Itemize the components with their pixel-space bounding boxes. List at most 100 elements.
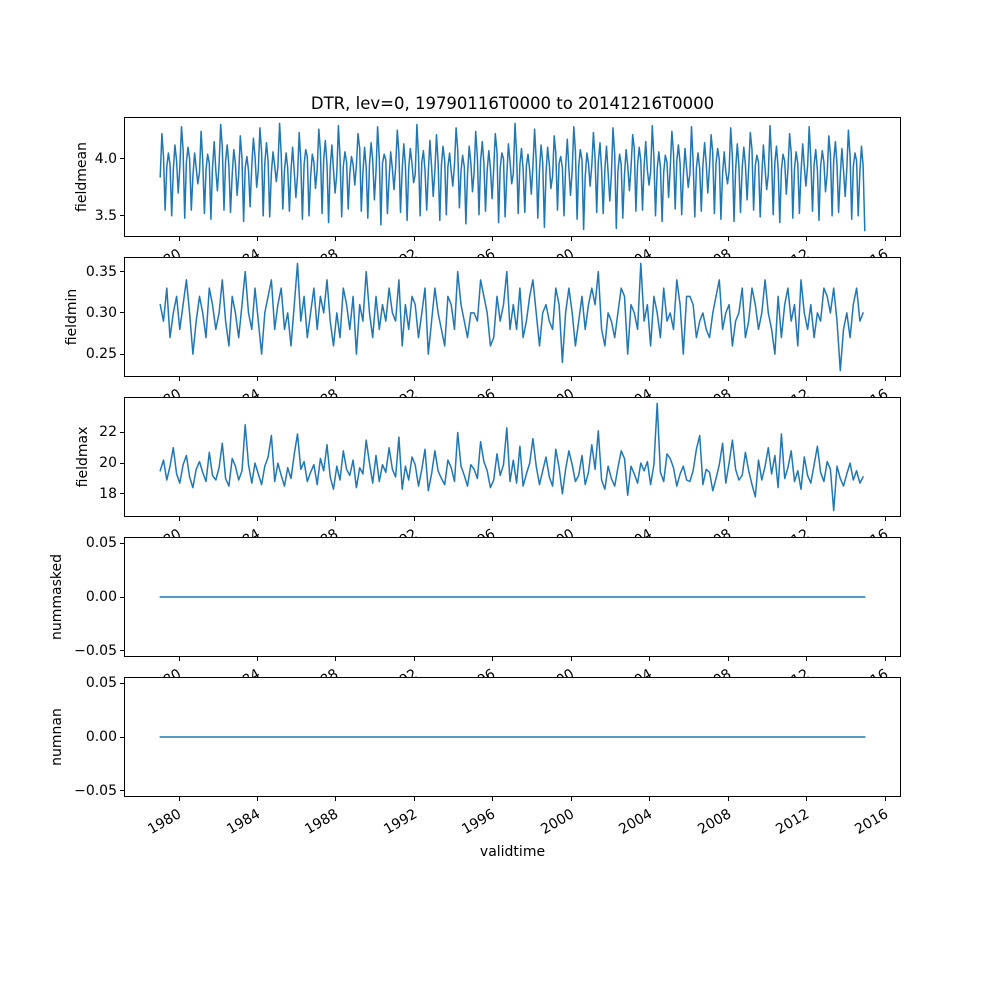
x-tick-mark: [649, 237, 651, 241]
y-axis-label-numnan: numnan: [49, 708, 65, 766]
x-axis-label: validtime: [479, 844, 546, 860]
x-tick-mark: [570, 377, 572, 381]
axes-numnan: numnan 0.05 0.00 −0.05 1980 1984 1988 1992 1996…: [49, 676, 901, 838]
axes-fieldmin: fieldmin 0.350.300.251980198419881992199…: [64, 257, 901, 418]
x-tick-mark: [806, 797, 808, 801]
x-tick-mark: [256, 657, 258, 661]
y-tick-label: 18: [99, 485, 117, 502]
y-tick-label: 4.0: [94, 150, 117, 167]
y-tick-mark: [120, 271, 124, 273]
y-tick-label: −0.05: [74, 782, 117, 799]
plot-area-nummasked: [125, 538, 900, 656]
axes-fieldmax: fieldmax 2220181980198419881992199620002…: [75, 397, 901, 558]
y-axis-label-fieldmax: fieldmax: [75, 426, 91, 488]
line-series-nummasked: [159, 596, 866, 598]
x-tick-mark: [806, 517, 808, 521]
y-tick-label: 0.00: [85, 589, 117, 605]
y-tick-mark: [120, 158, 124, 160]
x-tick-mark: [178, 517, 180, 521]
y-tick-label: 0.00: [85, 729, 117, 745]
x-tick-mark: [727, 797, 729, 801]
y-tick-mark: [120, 493, 124, 495]
y-tick-mark: [120, 431, 124, 433]
x-tick-mark: [256, 517, 258, 521]
x-tick-label: 1980: [145, 806, 185, 838]
x-tick-label: 1984: [224, 806, 263, 838]
x-tick-mark: [335, 657, 337, 661]
y-tick-label: 0.30: [85, 304, 117, 321]
x-tick-mark: [727, 517, 729, 521]
x-tick-mark: [492, 377, 494, 381]
x-tick-mark: [335, 237, 337, 241]
x-tick-mark: [413, 517, 415, 521]
x-tick-mark: [413, 657, 415, 661]
x-tick-mark: [492, 237, 494, 241]
y-tick-mark: [120, 353, 124, 355]
x-tick-mark: [178, 657, 180, 661]
x-tick-mark: [256, 797, 258, 801]
y-tick-mark: [120, 682, 124, 684]
y-tick-mark: [120, 542, 124, 544]
plot-area-numnan: [125, 678, 900, 796]
x-tick-mark: [335, 797, 337, 801]
line-series-fieldmin: [159, 262, 864, 372]
y-axis-label-fieldmean: fieldmean: [74, 142, 90, 212]
y-tick-label: 22: [99, 424, 117, 441]
x-tick-mark: [492, 517, 494, 521]
y-tick-label: 0.05: [85, 535, 117, 552]
y-tick-mark: [120, 312, 124, 314]
x-tick-mark: [492, 797, 494, 801]
plot-area-fieldmax: [125, 398, 900, 516]
x-tick-mark: [413, 377, 415, 381]
y-tick-mark: [120, 462, 124, 464]
x-tick-mark: [806, 237, 808, 241]
x-tick-mark: [649, 377, 651, 381]
x-tick-mark: [649, 517, 651, 521]
y-tick-label: 3.5: [94, 207, 117, 224]
x-tick-mark: [884, 237, 886, 241]
x-tick-mark: [884, 517, 886, 521]
x-tick-label: 1996: [459, 806, 499, 838]
x-tick-label: 2008: [694, 806, 734, 838]
axes-fieldmean: fieldmean 4.03.5198019841988199219962000…: [74, 117, 901, 278]
x-tick-mark: [492, 657, 494, 661]
y-tick-label: −0.05: [74, 642, 117, 659]
x-tick-mark: [256, 237, 258, 241]
x-tick-mark: [806, 657, 808, 661]
y-tick-label: 0.35: [85, 263, 117, 280]
x-tick-mark: [570, 657, 572, 661]
y-axis-label-nummasked: nummasked: [49, 553, 65, 641]
y-tick-label: 0.05: [85, 675, 117, 692]
y-tick-label: 0.25: [85, 346, 117, 363]
x-tick-label: 2004: [616, 806, 656, 838]
line-series-numnan: [159, 736, 866, 738]
x-tick-mark: [727, 377, 729, 381]
x-tick-label: 1992: [381, 806, 420, 838]
y-tick-label: 20: [99, 455, 117, 472]
y-axis-label-fieldmin: fieldmin: [64, 288, 80, 346]
x-tick-mark: [413, 797, 415, 801]
x-tick-label: 2000: [537, 806, 577, 838]
x-tick-mark: [884, 797, 886, 801]
x-tick-label: 2016: [851, 806, 891, 838]
figure-title: DTR, lev=0, 19790116T0000 to 20141216T00…: [310, 94, 715, 113]
x-tick-label: 1988: [302, 806, 342, 838]
x-tick-mark: [727, 237, 729, 241]
x-tick-label: 2012: [773, 806, 813, 838]
x-tick-mark: [649, 657, 651, 661]
x-tick-mark: [884, 377, 886, 381]
y-tick-mark: [120, 790, 124, 792]
y-tick-mark: [120, 215, 124, 217]
line-series-fieldmax: [159, 402, 864, 512]
x-tick-mark: [178, 797, 180, 801]
x-tick-mark: [806, 377, 808, 381]
x-tick-mark: [649, 797, 651, 801]
x-tick-mark: [884, 657, 886, 661]
x-tick-mark: [256, 377, 258, 381]
x-tick-mark: [178, 377, 180, 381]
plot-area-fieldmean: [125, 118, 900, 236]
x-tick-mark: [570, 517, 572, 521]
y-tick-mark: [120, 736, 124, 738]
x-tick-mark: [335, 517, 337, 521]
